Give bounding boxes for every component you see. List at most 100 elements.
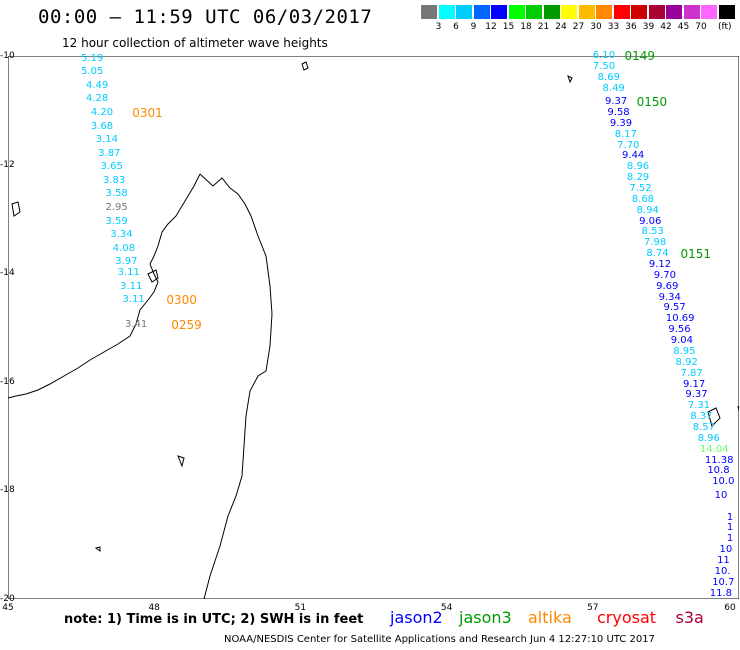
wave-height-value: 8.69 — [597, 71, 620, 83]
scale-swatch — [438, 5, 456, 19]
wave-height-value: 9.58 — [607, 107, 630, 118]
scale-label: 33 — [607, 22, 620, 32]
wave-height-value: 3.87 — [98, 147, 121, 159]
wave-height-value: 8.37 — [690, 411, 713, 423]
legend-item-cryosat: cryosat — [597, 608, 657, 627]
scale-swatch — [473, 5, 491, 19]
scale-swatch — [701, 5, 718, 19]
wave-height-value: 9.34 — [658, 291, 681, 303]
scale-label: 6 — [453, 22, 459, 32]
longitude-tick-label: 45 — [2, 603, 14, 613]
island-west — [11, 201, 21, 217]
wave-height-value: 9.37 — [604, 96, 628, 108]
island-nosy-be — [147, 269, 159, 283]
wave-height-value: 8.94 — [636, 204, 659, 216]
wave-height-value: 10.7 — [712, 576, 735, 588]
wave-height-value: 3.34 — [110, 229, 133, 241]
wave-height-value: 1 — [726, 511, 734, 523]
wave-height-value: 10 — [714, 489, 728, 501]
latitude-tick-label: -16 — [0, 376, 15, 387]
scale-swatch — [508, 5, 526, 19]
wave-height-value: 9.12 — [648, 259, 672, 271]
island-small-north — [301, 61, 309, 71]
scale-swatch — [683, 5, 701, 19]
scale-label: 45 — [677, 22, 690, 32]
scale-swatch — [526, 5, 543, 19]
scale-label: 24 — [555, 22, 567, 32]
wave-height-value: 9.57 — [663, 302, 686, 314]
scale-swatch — [613, 5, 631, 19]
scale-label: 42 — [660, 22, 672, 32]
wave-height-value: 8.29 — [626, 172, 650, 184]
wave-height-value: 8.95 — [673, 345, 696, 357]
scale-label: 3 — [435, 22, 442, 32]
pass-time-label: 0301 — [132, 106, 163, 120]
color-scale: 3 6 9 12 15 18 21 24 27 30 33 36 39 42 45 70 (ft) — [421, 5, 739, 35]
wave-height-value: 14.04 — [700, 443, 729, 455]
latitude-tick-label: -14 — [0, 268, 15, 279]
wave-height-value: 3.65 — [100, 161, 123, 173]
wave-height-value: 7.87 — [680, 367, 703, 379]
wave-height-value: 10.8 — [707, 465, 730, 477]
scale-label: 15 — [502, 22, 515, 32]
scale-swatch — [578, 5, 596, 19]
pass-time-label: 0151 — [680, 247, 712, 262]
pass-time-label: 0149 — [624, 49, 656, 63]
wave-height-value: 1 — [726, 533, 734, 545]
longitude-tick-label: 60 — [724, 603, 736, 613]
wave-height-value: 3.11 — [122, 294, 145, 306]
legend-item-altika: altika — [528, 608, 572, 627]
footnote: note: 1) Time is in UTC; 2) SWH is in fe… — [64, 612, 364, 627]
longitude-tick-label: 57 — [587, 603, 599, 613]
credit-line: NOAA/NESDIS Center for Satellite Applica… — [224, 634, 655, 645]
scale-swatch — [543, 5, 561, 19]
scale-swatch — [631, 5, 648, 19]
legend-item-jason2: jason2 — [390, 608, 443, 627]
wave-height-value: 8.57 — [692, 421, 715, 433]
wave-height-value: 9.70 — [653, 269, 676, 281]
scale-label: 30 — [590, 22, 602, 32]
wave-height-value: 1 — [726, 522, 734, 534]
wave-height-value: 8.49 — [602, 82, 625, 94]
wave-height-value: 7.70 — [617, 139, 640, 151]
wave-height-value: 9.37 — [685, 389, 708, 401]
island-mauritius — [707, 407, 721, 427]
latitude-tick-label: -18 — [0, 485, 15, 496]
scale-swatch — [456, 5, 473, 19]
scale-label: 39 — [642, 22, 655, 32]
wave-height-value: 6.10 — [592, 50, 616, 61]
scale-label: 18 — [520, 22, 532, 32]
scale-label: 27 — [572, 22, 585, 32]
wave-height-value: 3.97 — [115, 256, 138, 268]
wave-height-value: 8.96 — [626, 161, 650, 173]
scale-swatch — [561, 5, 578, 19]
scale-label: 70 — [695, 22, 707, 32]
wave-height-value: 3.59 — [105, 215, 128, 227]
wave-height-value: 4.20 — [90, 107, 114, 118]
pass-time-label: 0150 — [636, 95, 668, 110]
wave-height-value: 3.58 — [105, 188, 128, 200]
longitude-tick-label: 51 — [294, 603, 307, 613]
wave-height-value: 8.53 — [641, 226, 664, 238]
scale-label: 36 — [625, 22, 637, 32]
wave-height-value: 4.08 — [112, 242, 136, 254]
scale-swatch — [718, 5, 736, 19]
wave-height-value: 9.39 — [609, 117, 633, 129]
legend-item-jason3: jason3 — [459, 608, 512, 627]
wave-height-value: 10.0 — [712, 476, 735, 488]
latitude-tick-label: -10 — [0, 51, 15, 61]
wave-height-value: 7.98 — [643, 237, 667, 249]
wave-height-value: 7.52 — [629, 183, 652, 195]
scale-label: 12 — [485, 22, 497, 32]
island-tromelin — [567, 75, 573, 84]
map-plot — [8, 56, 739, 599]
wave-height-value: 4.28 — [85, 93, 109, 105]
wave-height-value: 7.31 — [687, 400, 711, 412]
wave-height-value: 3.68 — [90, 120, 114, 132]
scale-swatch — [648, 5, 666, 19]
chart-subtitle: 12 hour collection of altimeter wave hei… — [62, 36, 328, 50]
scale-swatch — [666, 5, 683, 19]
wave-height-value: 3.11 — [117, 267, 140, 279]
pass-time-label: 0300 — [166, 293, 197, 308]
scale-swatch — [596, 5, 613, 19]
